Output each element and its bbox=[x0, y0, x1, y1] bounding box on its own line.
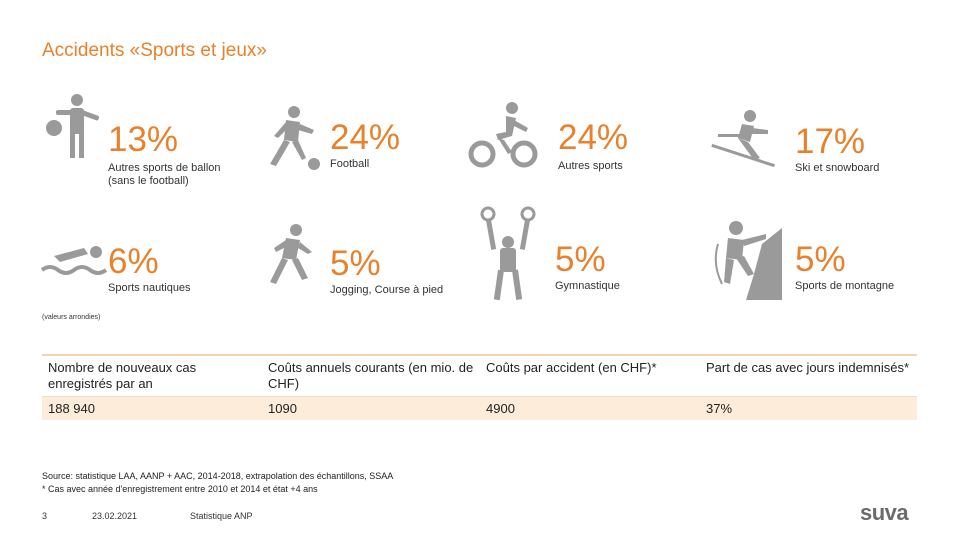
stat-value-mountain: 5% bbox=[795, 240, 846, 279]
gymnast-rings-icon bbox=[478, 200, 538, 304]
football-icon bbox=[258, 104, 328, 174]
stat-label-gymnastics: Gymnastique bbox=[555, 280, 620, 292]
rounded-values-note: (valeurs arrondies) bbox=[42, 314, 101, 321]
value-new-cases: 188 940 bbox=[42, 396, 262, 420]
footer-page-number: 3 bbox=[42, 511, 48, 521]
climber-icon bbox=[706, 214, 782, 300]
stat-value-jogging: 5% bbox=[330, 244, 381, 283]
suva-logo: suva bbox=[860, 500, 909, 525]
stat-value-ski: 17% bbox=[795, 122, 866, 161]
stat-label-football: Football bbox=[330, 158, 370, 170]
page-title: Accidents «Sports et jeux» bbox=[42, 40, 267, 61]
header-cost-per-accident: Coûts par accident (en CHF)* bbox=[480, 354, 700, 397]
stat-label-ski: Ski et snowboard bbox=[795, 162, 880, 174]
table-row: 188 940 1090 4900 37% bbox=[42, 396, 917, 420]
value-annual-costs: 1090 bbox=[262, 396, 480, 420]
stat-value-other-sports: 24% bbox=[558, 118, 629, 157]
stat-label-ball-sports: Autres sports de ballon (sans le footbal… bbox=[108, 162, 221, 188]
skier-icon bbox=[708, 108, 778, 178]
footnote-line: * Cas avec année d'enregistrement entre … bbox=[42, 484, 318, 494]
source-note: Source: statistique LAA, AANP + AAC, 201… bbox=[42, 470, 393, 496]
stat-label-other-sports: Autres sports bbox=[558, 160, 623, 172]
stat-value-gymnastics: 5% bbox=[555, 240, 606, 279]
header-new-cases: Nombre de nouveaux cas enregistrés par a… bbox=[42, 354, 262, 397]
value-compensated-share: 37% bbox=[700, 396, 917, 420]
footer-date: 23.02.2021 bbox=[92, 511, 138, 521]
stat-label-text: Autres sports de ballon (sans le footbal… bbox=[108, 162, 221, 187]
table-header-row: Nombre de nouveaux cas enregistrés par a… bbox=[42, 354, 917, 397]
header-annual-costs: Coûts annuels courants (en mio. de CHF) bbox=[262, 354, 480, 397]
swimmer-icon bbox=[40, 226, 110, 296]
stat-value-football: 24% bbox=[330, 118, 401, 157]
ball-sports-icon bbox=[42, 92, 112, 162]
header-compensated-share: Part de cas avec jours indemnisés* bbox=[700, 354, 917, 397]
runner-icon bbox=[256, 222, 326, 292]
footer-title: Statistique ANP bbox=[190, 511, 253, 521]
value-cost-per-accident: 4900 bbox=[480, 396, 700, 420]
cyclist-icon bbox=[468, 100, 538, 170]
stat-label-mountain: Sports de montagne bbox=[795, 280, 895, 292]
stats-table: Nombre de nouveaux cas enregistrés par a… bbox=[42, 354, 917, 420]
stat-label-jogging: Jogging, Course à pied bbox=[330, 284, 444, 296]
stat-label-water-sports: Sports nautiques bbox=[108, 282, 191, 294]
stat-value-water-sports: 6% bbox=[108, 242, 159, 281]
source-line: Source: statistique LAA, AANP + AAC, 201… bbox=[42, 471, 394, 481]
stat-value-ball-sports: 13% bbox=[108, 120, 179, 159]
